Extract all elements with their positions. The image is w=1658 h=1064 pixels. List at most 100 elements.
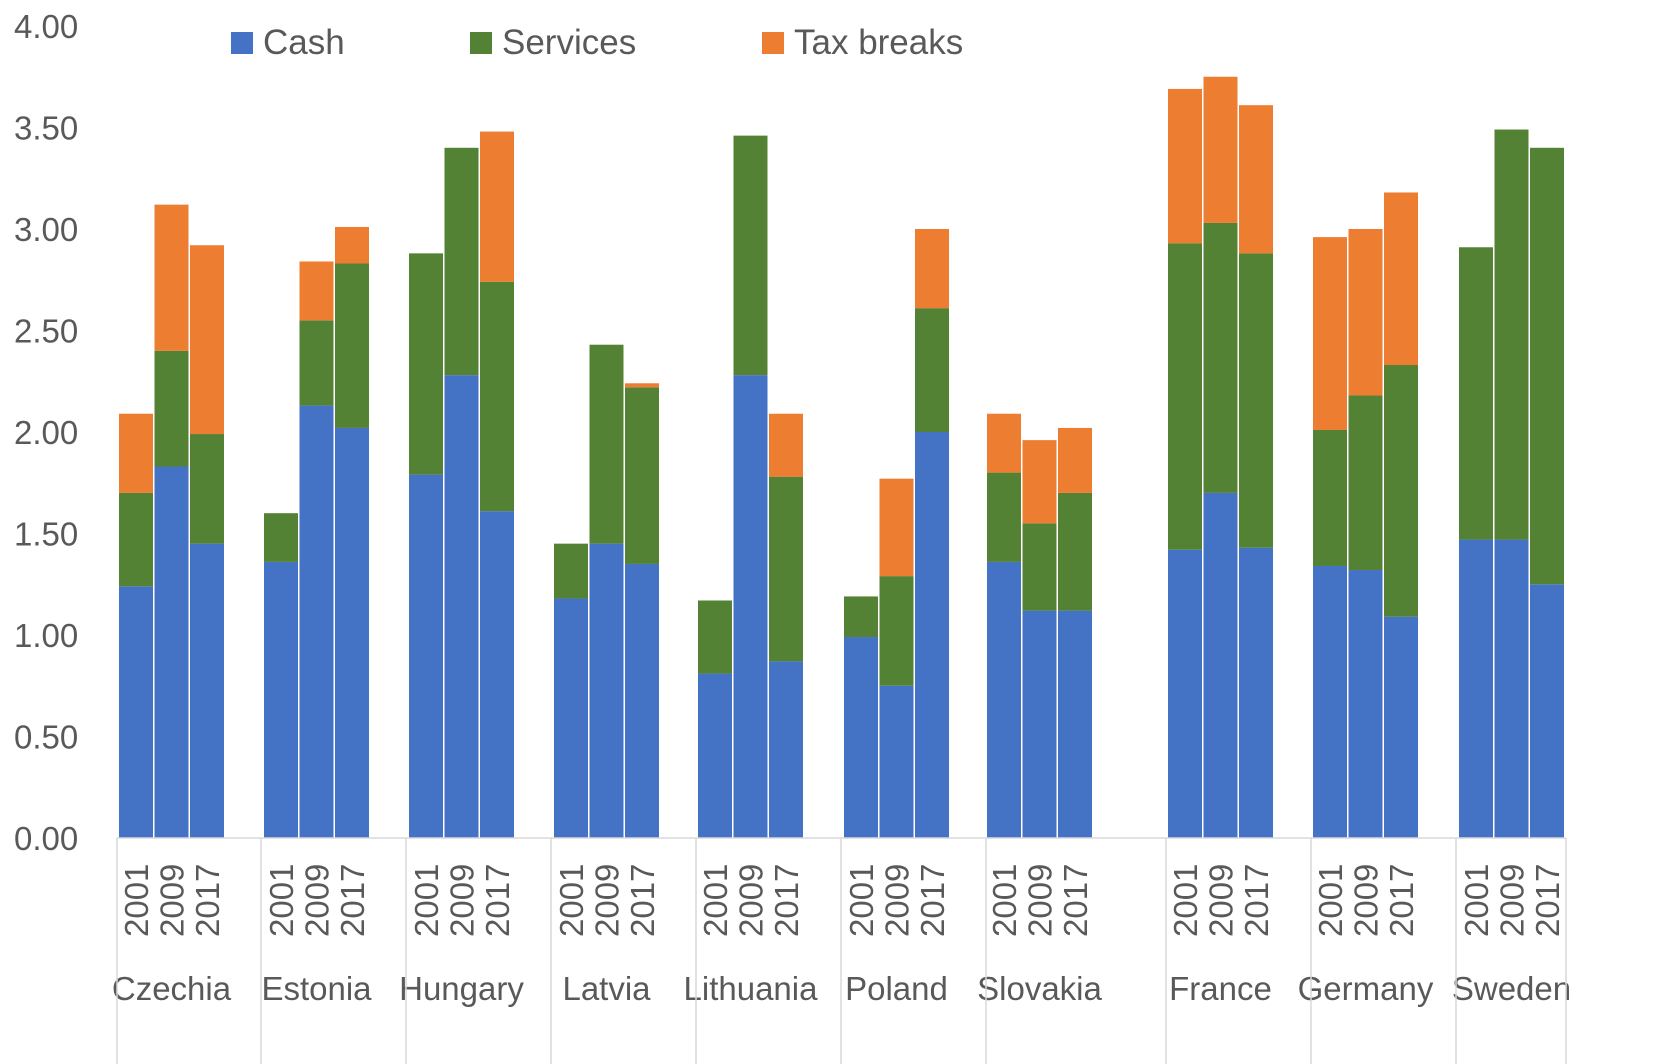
bar-segment-services (444, 147, 479, 376)
x-year-label: 2009 (154, 864, 191, 937)
bar-segment-tax-breaks (154, 204, 189, 351)
bar-segment-services (1348, 395, 1383, 571)
x-country-label: Lithuania (684, 970, 819, 1007)
bar-segment-cash (299, 405, 334, 838)
bar-segment-cash (1384, 616, 1418, 838)
x-year-label: 2009 (1203, 864, 1240, 937)
bar-segment-cash (879, 685, 914, 838)
legend-label: Cash (263, 23, 345, 62)
x-country-label: Hungary (399, 970, 524, 1007)
x-country-label: Latvia (562, 970, 651, 1007)
bar-segment-cash (264, 561, 298, 838)
bar-segment-services (987, 472, 1021, 562)
x-year-label: 2009 (733, 864, 770, 937)
bar-segment-tax-breaks (1313, 237, 1347, 430)
bar-segment-cash (190, 543, 224, 838)
y-tick-label: 4.00 (14, 8, 78, 45)
bar-segment-cash (480, 511, 514, 838)
bar-segment-cash (844, 637, 878, 838)
x-year-label: 2017 (1529, 864, 1566, 937)
bar-segment-cash (1022, 610, 1057, 838)
y-tick-label: 1.50 (14, 516, 78, 553)
x-year-label: 2009 (1348, 864, 1385, 937)
x-year-label: 2001 (1167, 864, 1204, 937)
bar-segment-services (1384, 365, 1418, 617)
bar-segment-services (1313, 429, 1347, 566)
y-tick-label: 2.50 (14, 313, 78, 350)
bar-segment-tax-breaks (335, 226, 369, 264)
x-year-label: 2001 (118, 864, 155, 937)
x-country-label: France (1169, 970, 1272, 1007)
bar-segment-tax-breaks (1239, 105, 1273, 254)
bar-segment-tax-breaks (1348, 229, 1383, 396)
bar-segment-services (154, 350, 189, 467)
bar-segment-cash (1459, 539, 1493, 838)
bar-segment-tax-breaks (1168, 88, 1202, 244)
bar-segment-cash (335, 427, 369, 838)
bar-segment-tax-breaks (879, 478, 914, 577)
bar-segment-tax-breaks (119, 413, 153, 493)
bar-segment-cash (1058, 610, 1092, 838)
x-year-label: 2017 (624, 864, 661, 937)
y-axis: 0.00 0.50 1.00 1.50 2.00 2.50 3.00 3.50 4.00 (14, 8, 78, 857)
legend-swatch-cash (231, 32, 253, 54)
x-year-label: 2017 (189, 864, 226, 937)
bar-segment-services (299, 320, 334, 406)
bar-segment-cash (409, 474, 443, 838)
x-year-label: 2009 (444, 864, 481, 937)
bar-segment-tax-breaks (769, 413, 803, 477)
x-country-label: Slovakia (977, 970, 1102, 1007)
y-tick-label: 0.00 (14, 820, 78, 857)
bar-segment-tax-breaks (1203, 76, 1238, 223)
bar-segment-cash (1239, 547, 1273, 838)
bar-segment-services (264, 513, 298, 562)
bar-segment-services (915, 308, 949, 432)
bar-segment-tax-breaks (190, 245, 224, 435)
bar-segment-services (409, 253, 443, 475)
x-year-label: 2001 (263, 864, 300, 937)
bar-segment-tax-breaks (915, 229, 949, 309)
bar-segment-services (190, 434, 224, 544)
bar-segment-tax-breaks (1384, 192, 1418, 366)
bar-segment-services (1058, 492, 1092, 611)
x-country-label: Germany (1298, 970, 1434, 1007)
bar-segment-services (1239, 253, 1273, 548)
x-year-label: 2001 (697, 864, 734, 937)
bar-segment-cash (1168, 549, 1202, 838)
x-year-label: 2009 (879, 864, 916, 937)
x-year-label: 2001 (843, 864, 880, 937)
x-year-label: 2001 (1312, 864, 1349, 937)
legend-swatch-services (470, 32, 492, 54)
bar-segment-tax-breaks (625, 383, 659, 388)
y-tick-label: 1.00 (14, 617, 78, 654)
bar-segment-cash (1313, 565, 1347, 838)
bar-segment-cash (698, 673, 732, 838)
y-tick-label: 2.00 (14, 414, 78, 451)
bar-segment-services (480, 281, 514, 512)
bar-segment-services (1494, 129, 1529, 540)
x-country-label: Estonia (261, 970, 372, 1007)
legend: Cash Services Tax breaks (231, 23, 963, 62)
bar-segment-cash (154, 466, 189, 838)
x-year-label: 2009 (589, 864, 626, 937)
bar-segment-services (625, 387, 659, 564)
bar-segment-cash (1494, 539, 1529, 838)
bar-segment-cash (554, 598, 588, 838)
x-year-label: 2017 (1057, 864, 1094, 937)
bar-segment-services (1022, 523, 1057, 611)
bar-segment-services (1203, 222, 1238, 493)
bar-segment-tax-breaks (987, 413, 1021, 473)
bar-segment-cash (1203, 492, 1238, 838)
bars (119, 76, 1564, 838)
bar-segment-services (589, 344, 624, 544)
bar-segment-tax-breaks (1022, 440, 1057, 524)
legend-label: Tax breaks (794, 23, 963, 62)
bar-segment-cash (119, 586, 153, 838)
bar-segment-services (733, 135, 768, 376)
x-year-label: 2009 (299, 864, 336, 937)
bar-segment-services (335, 263, 369, 428)
x-year-label: 2001 (553, 864, 590, 937)
x-axis: 200120092017Czechia200120092017Estonia20… (112, 837, 1571, 1064)
bar-segment-cash (733, 375, 768, 838)
